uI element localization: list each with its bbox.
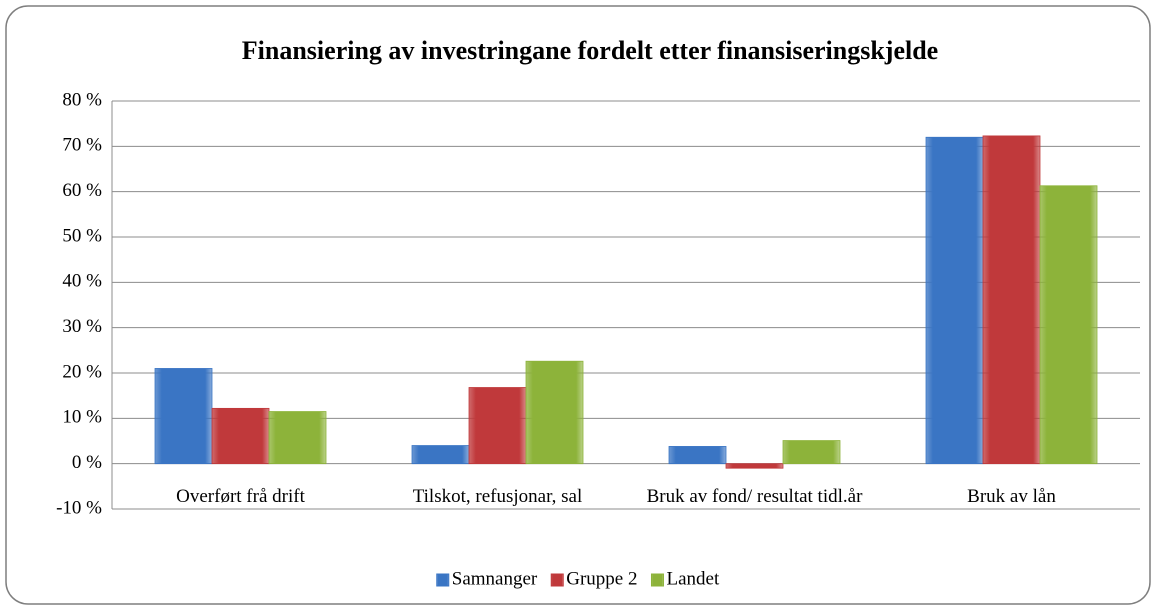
bar	[668, 446, 727, 465]
bar	[1039, 185, 1098, 465]
y-tick-label: 70 %	[62, 135, 102, 156]
bar	[725, 463, 784, 469]
legend-swatch	[436, 573, 450, 587]
legend-item: Landet	[650, 568, 720, 589]
y-tick-label: 30 %	[62, 316, 102, 337]
legend-item: Gruppe 2	[550, 568, 637, 589]
bar	[154, 368, 213, 465]
bar	[982, 135, 1041, 465]
y-tick-label: 80 %	[62, 89, 102, 110]
chart-title: Finansiering av investringane fordelt et…	[242, 36, 938, 65]
x-tick-label: Overført frå drift	[176, 486, 305, 507]
x-tick-label: Tilskot, refusjonar, sal	[413, 486, 583, 507]
legend-label: Samnanger	[452, 568, 538, 589]
bar	[211, 407, 270, 465]
bar	[268, 411, 327, 465]
bar	[411, 445, 470, 465]
y-tick-label: 0 %	[72, 452, 102, 473]
legend-swatch	[550, 573, 564, 587]
x-tick-label: Bruk av lån	[967, 486, 1056, 507]
legend-label: Landet	[666, 568, 719, 589]
y-tick-label: 40 %	[62, 271, 102, 292]
legend-swatch	[650, 573, 664, 587]
x-tick-label: Bruk av fond/ resultat tidl.år	[647, 486, 863, 507]
bar	[468, 387, 527, 465]
y-tick-label: 20 %	[62, 361, 102, 382]
legend-label: Gruppe 2	[566, 568, 637, 589]
legend-item: Samnanger	[436, 568, 538, 589]
bar	[782, 440, 841, 465]
bar	[525, 360, 584, 465]
y-tick-label: 10 %	[62, 407, 102, 428]
y-tick-label: -10 %	[56, 497, 102, 518]
y-tick-label: 50 %	[62, 225, 102, 246]
bar	[925, 136, 984, 465]
y-tick-label: 60 %	[62, 180, 102, 201]
